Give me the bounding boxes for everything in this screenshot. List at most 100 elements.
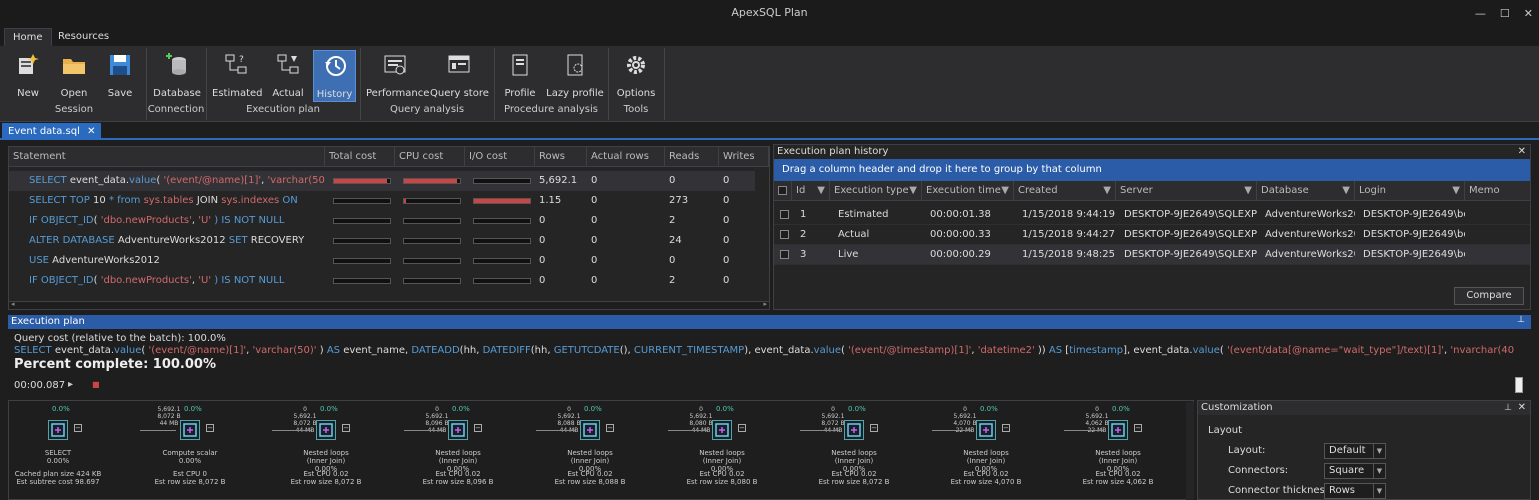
doc-tab-event-data[interactable]: Event data.sql ✕ bbox=[2, 123, 102, 140]
column-server[interactable]: Server ▼ bbox=[1116, 181, 1257, 201]
group-by-area[interactable]: Drag a column header and drop it here to… bbox=[774, 159, 1530, 181]
plan-node[interactable]: 5,692.1 8,072 B 44 MB 0.0% − Compute scalar 0.… bbox=[140, 402, 272, 500]
rows-cell: 0 bbox=[539, 255, 546, 266]
node-percent: 0.0% bbox=[184, 405, 202, 413]
statement-row[interactable]: SELECT event_data.value( '(event/@name)[… bbox=[9, 171, 755, 191]
tab-resources[interactable]: Resources bbox=[58, 31, 110, 42]
field-label: Connectors: bbox=[1228, 465, 1289, 476]
close-icon[interactable]: ✕ bbox=[1517, 402, 1526, 413]
plan-node[interactable]: 05,692.18,072 B44 MB0.0%−Nested loops(In… bbox=[272, 402, 404, 500]
collapse-toggle[interactable]: − bbox=[606, 424, 614, 432]
vertical-scrollbar[interactable] bbox=[1186, 402, 1194, 500]
row-checkbox[interactable] bbox=[776, 205, 792, 225]
writes-cell: 0 bbox=[723, 175, 730, 186]
row-checkbox[interactable] bbox=[776, 245, 792, 265]
statement-row[interactable]: ALTER DATABASE AdventureWorks2012 SET RE… bbox=[9, 231, 755, 251]
collapse-toggle[interactable]: − bbox=[206, 424, 214, 432]
new-icon bbox=[19, 54, 39, 74]
percent-complete-label: Percent complete: 100.00% bbox=[14, 357, 216, 372]
reads-cell: 2 bbox=[669, 275, 676, 286]
plan-node[interactable]: 05,692.14,062 B22 MB0.0%−Nested loops(In… bbox=[1064, 402, 1196, 500]
column-statement[interactable]: Statement bbox=[9, 147, 325, 167]
field-dropdown[interactable]: Square ▼ bbox=[1324, 463, 1386, 479]
stop-button[interactable]: ■ bbox=[92, 380, 100, 389]
connector-line bbox=[140, 430, 176, 431]
statement-row[interactable]: IF OBJECT_ID( 'dbo.newProducts', 'U' ) I… bbox=[9, 211, 755, 231]
play-button[interactable]: ▸ bbox=[68, 379, 74, 390]
field-dropdown[interactable]: Rows ▼ bbox=[1324, 483, 1386, 499]
node-name: Nested loops (Inner Join) 0.00% bbox=[699, 449, 745, 473]
plan-node[interactable]: 05,692.18,080 B44 MB0.0%−Nested loops(In… bbox=[668, 402, 800, 500]
column-memo[interactable]: Memo bbox=[1465, 181, 1531, 201]
plan-node[interactable]: 05,692.18,072 B44 MB0.0%−Nested loops(In… bbox=[800, 402, 932, 500]
timeline-slider-handle[interactable] bbox=[1515, 377, 1523, 393]
plan-node[interactable]: 05,692.18,096 B44 MB0.0%−Nested loops(In… bbox=[404, 402, 536, 500]
column-io-cost[interactable]: I/O cost bbox=[465, 147, 535, 167]
options-button[interactable]: Options bbox=[614, 50, 658, 102]
performance-button[interactable]: Performance bbox=[366, 50, 429, 102]
collapse-toggle[interactable]: − bbox=[1134, 424, 1142, 432]
compare-button[interactable]: Compare bbox=[1454, 287, 1524, 305]
estimated-button[interactable]: ? Estimated bbox=[212, 50, 263, 102]
plan-node[interactable]: 05,692.18,088 B44 MB0.0%−Nested loops(In… bbox=[536, 402, 668, 500]
collapse-toggle[interactable]: − bbox=[74, 424, 82, 432]
node-percent: 0.0% bbox=[320, 405, 338, 413]
sql-token: CURRENT_TIMESTAMP bbox=[633, 345, 745, 356]
history-row[interactable]: 3 Live 00:00:00.29 1/15/2018 9:48:25 AM DESK… bbox=[774, 245, 1530, 265]
node-name: SELECT 0.00% bbox=[44, 449, 72, 465]
collapse-toggle[interactable]: − bbox=[1002, 424, 1010, 432]
column-database[interactable]: Database ▼ bbox=[1257, 181, 1355, 201]
minimize-button[interactable]: — bbox=[1474, 6, 1486, 20]
database-button[interactable]: Database bbox=[152, 50, 202, 102]
save-button[interactable]: Save bbox=[100, 50, 140, 102]
row-checkbox[interactable] bbox=[776, 225, 792, 245]
collapse-toggle[interactable]: − bbox=[738, 424, 746, 432]
history-row[interactable]: 2 Actual 00:00:00.33 1/15/2018 9:44:27 AM DE… bbox=[774, 225, 1530, 245]
column-created[interactable]: Created ▼ bbox=[1014, 181, 1116, 201]
lazy-profile-button[interactable]: Lazy profile bbox=[546, 50, 604, 102]
statement-row[interactable]: IF OBJECT_ID( 'dbo.newProducts', 'U' ) I… bbox=[9, 271, 755, 291]
group-connection-label: Connection bbox=[147, 104, 205, 115]
close-icon[interactable]: ✕ bbox=[1517, 146, 1526, 157]
plan-node[interactable]: 0.0% − SELECT 0.00% Cached plan size 424 KB E… bbox=[10, 402, 140, 500]
column-id[interactable]: Id ▼ bbox=[792, 181, 830, 201]
new-button[interactable]: New bbox=[8, 50, 48, 102]
collapse-toggle[interactable]: − bbox=[870, 424, 878, 432]
column-actual-rows[interactable]: Actual rows bbox=[587, 147, 665, 167]
tab-home[interactable]: Home bbox=[4, 28, 52, 46]
column-total-cost[interactable]: Total cost bbox=[325, 147, 395, 167]
statement-row[interactable]: SELECT TOP 10 * from sys.tables JOIN sys… bbox=[9, 191, 755, 211]
sql-token: , bbox=[971, 345, 978, 356]
node-footer: Est CPU 0.02 Est row size 8,072 B bbox=[818, 470, 890, 486]
actual-button[interactable]: Actual bbox=[266, 50, 310, 102]
pin-icon[interactable]: ⊥ bbox=[1504, 403, 1512, 413]
query-store-button[interactable]: Query store bbox=[430, 50, 489, 102]
maximize-button[interactable]: ☐ bbox=[1499, 6, 1510, 20]
close-icon[interactable]: ✕ bbox=[87, 126, 96, 137]
column-reads[interactable]: Reads bbox=[665, 147, 719, 167]
column-login[interactable]: Login ▼ bbox=[1355, 181, 1465, 201]
column-rows[interactable]: Rows bbox=[535, 147, 587, 167]
field-dropdown[interactable]: Default ▼ bbox=[1324, 443, 1386, 459]
history-button[interactable]: History bbox=[313, 50, 356, 102]
open-button[interactable]: Open bbox=[54, 50, 94, 102]
column-cpu-cost[interactable]: CPU cost bbox=[395, 147, 465, 167]
history-header: Id ▼ Execution type ▼ Execution time ▼ Crea… bbox=[774, 181, 1531, 201]
statement-row[interactable]: USE AdventureWorks2012 0 0 0 0 bbox=[9, 251, 755, 271]
select-all-checkbox[interactable] bbox=[774, 181, 792, 201]
plan-node[interactable]: 05,692.14,070 B22 MB0.0%−Nested loops(In… bbox=[932, 402, 1064, 500]
profile-button[interactable]: Profile bbox=[500, 50, 540, 102]
column-execution-type[interactable]: Execution type ▼ bbox=[830, 181, 922, 201]
horizontal-scrollbar[interactable]: ◂ ▸ bbox=[9, 300, 769, 309]
collapse-toggle[interactable]: − bbox=[342, 424, 350, 432]
close-button[interactable]: ✕ bbox=[1523, 6, 1533, 20]
collapse-toggle[interactable]: − bbox=[474, 424, 482, 432]
field-label: Connector thickness: bbox=[1228, 485, 1334, 496]
node-footer: Est CPU 0.02 Est row size 4,062 B bbox=[1082, 470, 1154, 486]
login-cell: DESKTOP-9JE2649\boksi bbox=[1363, 249, 1465, 260]
column-writes[interactable]: Writes bbox=[719, 147, 769, 167]
history-row[interactable]: 1 Estimated 00:00:01.38 1/15/2018 9:44:19 A… bbox=[774, 205, 1530, 225]
svg-text:?: ? bbox=[239, 55, 244, 65]
pin-icon[interactable]: ⊥ bbox=[1517, 315, 1525, 325]
column-execution-time[interactable]: Execution time ▼ bbox=[922, 181, 1014, 201]
